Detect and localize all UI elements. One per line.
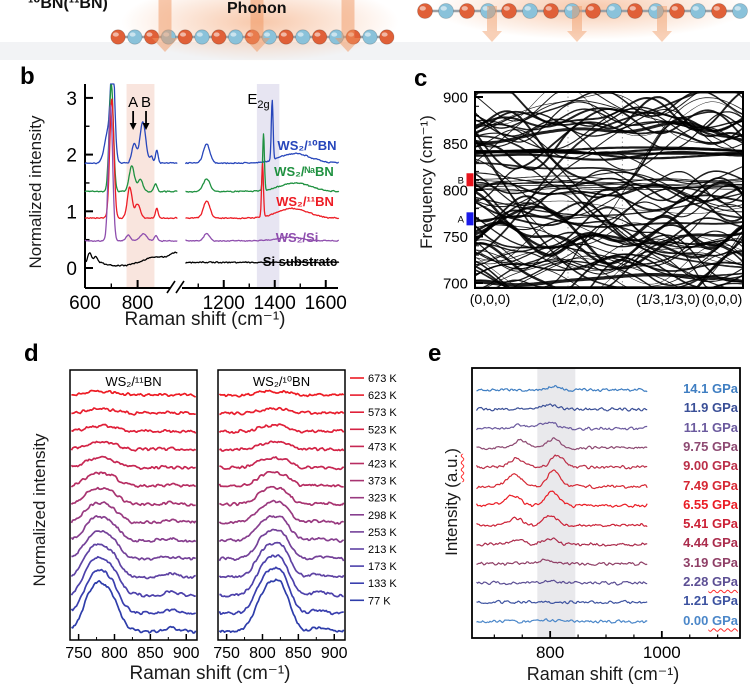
- panel-b-raman-spectra: b Normalized intensity 0 1 2 3 600 800 1200 140…: [0, 60, 400, 350]
- phonon-label: Phonon: [227, 0, 287, 17]
- panel-d-temperature-raman: d Normalized intensity 750 800 850 900 WS₂/¹…: [0, 340, 420, 700]
- series-label: WS₂/¹⁰BN: [277, 138, 336, 153]
- svg-text:1600: 1600: [305, 293, 347, 314]
- pressure-label: 11.1 GPa: [683, 419, 738, 435]
- legend-item: 77 K: [368, 595, 391, 607]
- series-label: WS₂/ᴺᵃBN: [274, 164, 334, 179]
- svg-text:800: 800: [101, 645, 128, 662]
- svg-text:0: 0: [66, 259, 77, 280]
- svg-text:750: 750: [443, 229, 468, 246]
- svg-text:1: 1: [66, 202, 77, 223]
- svg-text:1200: 1200: [203, 293, 245, 314]
- panel-e-pressure-raman: e Intensity (a.u.) 800 1000 14.1 GPa 11.9 …: [420, 340, 750, 700]
- legend-item: 623 K: [368, 390, 397, 402]
- panel-c-phonon-dispersion: c Frequency (cm⁻¹) 700 750 800 850 900 B A (0,0…: [400, 60, 750, 330]
- pressure-label: 6.55 GPa: [683, 496, 738, 512]
- svg-text:600: 600: [69, 293, 101, 314]
- svg-text:800: 800: [249, 645, 276, 662]
- svg-text:700: 700: [443, 276, 468, 293]
- legend-item: 573 K: [368, 407, 397, 419]
- panel-b-letter: b: [20, 63, 35, 90]
- svg-text:850: 850: [443, 136, 468, 153]
- panel-e-plot: 800 1000: [471, 367, 741, 662]
- kpath-label: (1/3,1/3,0): [636, 291, 700, 307]
- series-label: WS₂/¹¹BN: [276, 194, 334, 209]
- panel-b-xlabel: Raman shift (cm⁻¹): [124, 309, 286, 330]
- marker-B: [466, 173, 474, 187]
- svg-text:850: 850: [137, 645, 164, 662]
- svg-text:750: 750: [65, 645, 92, 662]
- svg-text:900: 900: [321, 645, 348, 662]
- svg-text:B: B: [458, 175, 464, 186]
- svg-text:800: 800: [443, 183, 468, 200]
- pressure-label: 9.00 GPa: [683, 458, 738, 474]
- svg-text:800: 800: [122, 293, 154, 314]
- pressure-label: 7.49 GPa: [683, 477, 738, 493]
- atomic-chain-graphic: [110, 0, 748, 52]
- legend-item: 323 K: [368, 493, 397, 505]
- panel-d-plot: 750 800 850 900 WS₂/¹¹BN 750 800 850 900 WS₂/¹⁰BN…: [65, 369, 397, 662]
- panel-e-xlabel: Raman shift (cm⁻¹): [526, 664, 680, 684]
- series-label: Si substrate: [263, 254, 337, 269]
- pressure-label: 2.28 GPa: [683, 574, 738, 589]
- svg-text:900: 900: [443, 90, 468, 107]
- pressure-label: 9.75 GPa: [683, 438, 738, 454]
- legend-item: 298 K: [368, 510, 397, 522]
- pressure-label: 1.21 GPa: [683, 593, 738, 609]
- pressure-label: 11.9 GPa: [683, 400, 738, 416]
- legend-item: 133 K: [368, 578, 397, 590]
- peak-annotation: B: [141, 94, 151, 111]
- panel-c-plot: 700 750 800 850 900 B A (0,0,0) (1/2,0,0) (1/3,1/…: [443, 90, 744, 307]
- peak-annotation: A: [128, 94, 138, 111]
- svg-text:900: 900: [173, 645, 200, 662]
- kpath-label: (0,0,0): [702, 291, 742, 307]
- panel-b-plot: 0 1 2 3 600 800 1200 1400 1600 WS₂/¹⁰BN WS₂/ᴺᵃBN WS…: [66, 83, 347, 314]
- subplot-title: WS₂/¹¹BN: [105, 374, 161, 389]
- legend-item: 523 K: [368, 424, 397, 436]
- svg-text:750: 750: [213, 645, 240, 662]
- kpath-label: (1/2,0,0): [552, 291, 604, 307]
- legend-item: 473 K: [368, 441, 397, 453]
- svg-text:1000: 1000: [643, 643, 681, 662]
- svg-text:3: 3: [66, 89, 77, 110]
- panel-e-letter: e: [428, 340, 442, 367]
- pressure-label: 0.00 GPa: [683, 612, 738, 628]
- panel-d-xlabel: Raman shift (cm⁻¹): [129, 663, 291, 684]
- legend-item: 423 K: [368, 459, 397, 471]
- pressure-label: 5.41 GPa: [683, 516, 738, 532]
- legend-item: 253 K: [368, 527, 397, 539]
- legend-item: 213 K: [368, 544, 397, 556]
- kpath-label: (0,0,0): [470, 291, 510, 307]
- svg-text:2: 2: [66, 146, 77, 167]
- svg-text:800: 800: [536, 643, 564, 662]
- legend-item: 673 K: [368, 373, 397, 385]
- svg-text:A: A: [458, 214, 465, 225]
- panel-a-schematic: ¹⁰BN(¹¹BN) Phonon: [0, 0, 750, 62]
- legend-item: 373 K: [368, 476, 397, 488]
- legend-item: 173 K: [368, 561, 397, 573]
- isotope-label: ¹⁰BN(¹¹BN): [28, 0, 108, 12]
- marker-A: [466, 212, 474, 226]
- pressure-label: 14.1 GPa: [683, 381, 738, 396]
- pressure-label: 3.19 GPa: [683, 554, 738, 570]
- subplot-title: WS₂/¹⁰BN: [253, 374, 310, 389]
- series-label: WS₂/Si: [276, 230, 319, 245]
- svg-text:1400: 1400: [254, 293, 296, 314]
- pressure-label: 4.44 GPa: [683, 535, 738, 551]
- panel-c-letter: c: [414, 65, 428, 92]
- svg-text:850: 850: [285, 645, 312, 662]
- panel-d-letter: d: [24, 340, 39, 367]
